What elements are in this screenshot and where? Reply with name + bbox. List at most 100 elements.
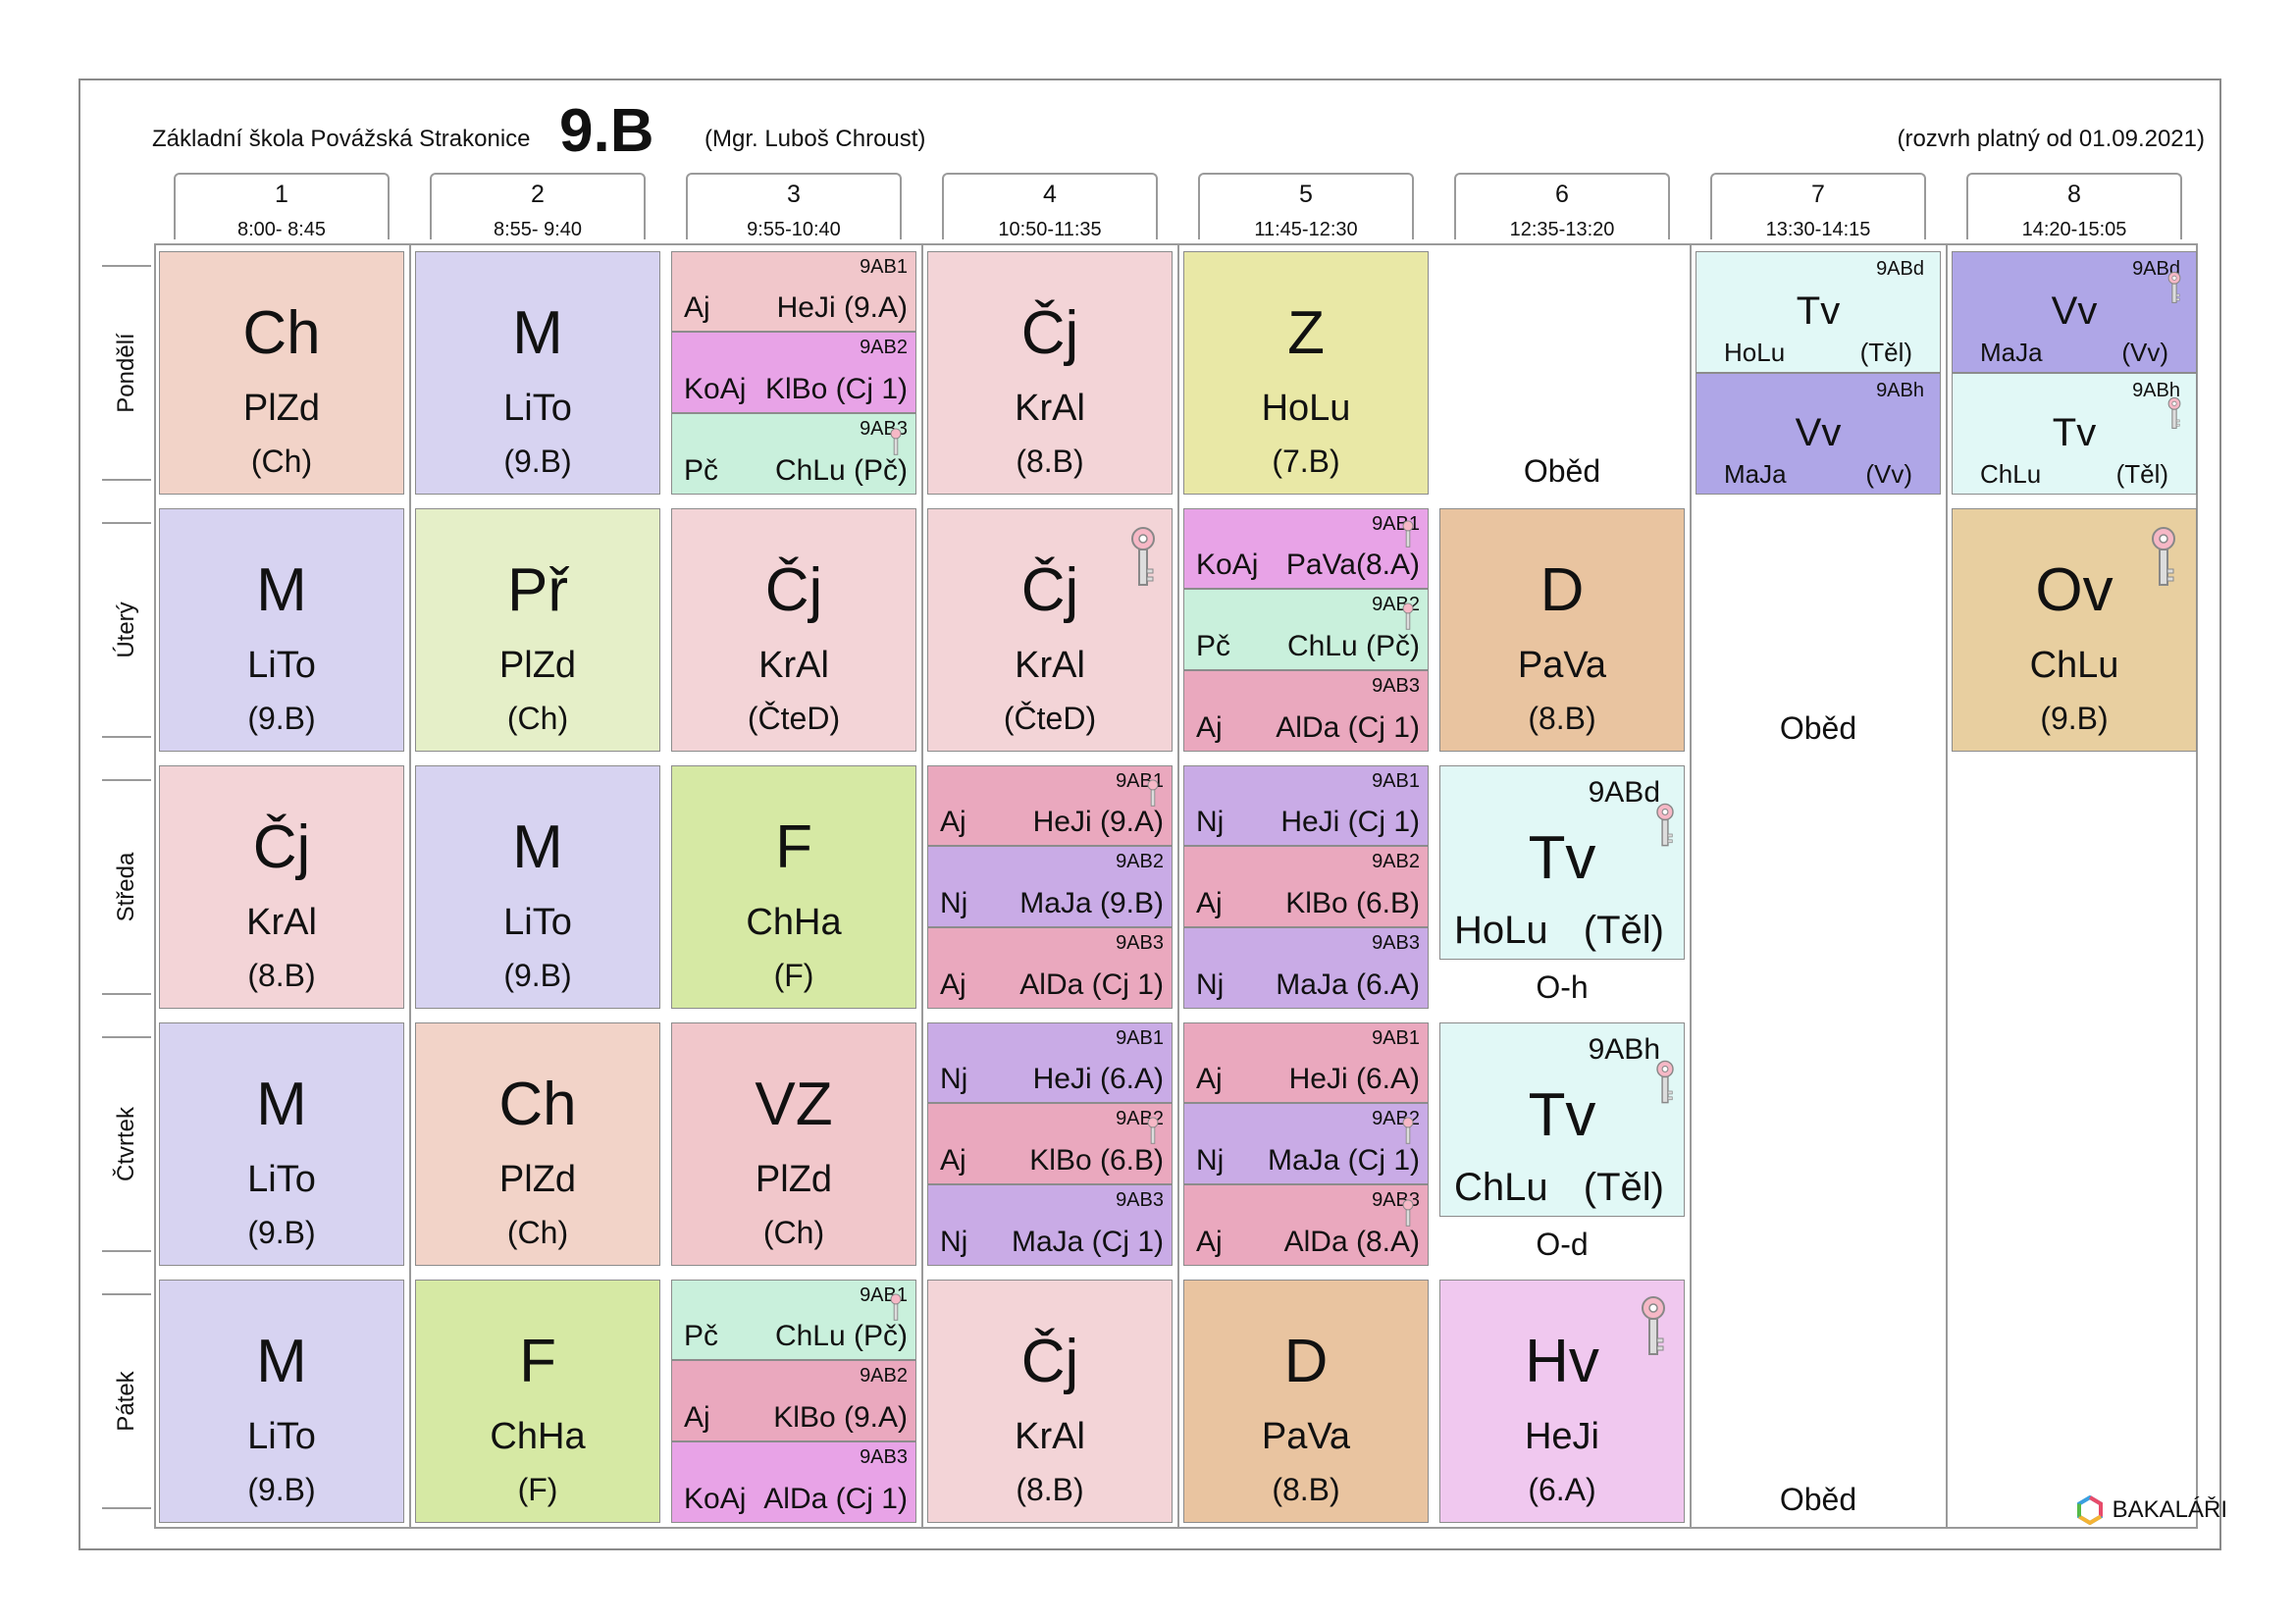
group-lesson-3[interactable]: 9AB3 Nj MaJa (6.A) [1183,927,1429,1009]
group-lesson-2[interactable]: 9AB2 Nj MaJa (Cj 1) [1183,1103,1429,1184]
lesson-cell[interactable]: Hv HeJi (6.A) [1439,1280,1685,1523]
lesson-subject: Hv [1525,1328,1599,1395]
period-number: 6 [1555,181,1569,208]
lesson-cell[interactable]: M LiTo (9.B) [415,251,660,495]
pe-lesson-h[interactable]: 9ABh Tv ChLu (Těl) [1952,373,2197,495]
group-lesson-1[interactable]: 9AB1 Nj HeJi (6.A) [927,1022,1173,1103]
key-icon [890,1293,902,1321]
lesson-room: (Vv) [2121,338,2168,367]
lesson-subject: M [512,813,563,881]
lesson-subject: Aj [1196,1226,1223,1258]
lesson-cell[interactable]: Čj KrAl (8.B) [159,765,404,1009]
lesson-cell[interactable]: M LiTo (9.B) [415,765,660,1009]
lesson-room: (ČteD) [1003,701,1097,736]
lesson-cell[interactable]: M LiTo (9.B) [159,1280,404,1523]
group-lesson-2[interactable]: 9AB2 Aj KlBo (6.B) [1183,846,1429,927]
lesson-subject: M [512,299,563,367]
group-lesson-1[interactable]: 9AB1 Aj HeJi (6.A) [1183,1022,1429,1103]
period-number: 2 [531,181,545,208]
group-lesson-1[interactable]: 9AB1 Aj HeJi (9.A) [927,765,1173,846]
lesson-subject: Nj [940,887,968,919]
lesson-teacher: LiTo [503,388,572,429]
lesson-room: (9.B) [503,444,572,479]
lesson-room: (8.B) [1528,701,1596,736]
group-lesson-3[interactable]: 9AB3 Aj AlDa (Cj 1) [927,927,1173,1009]
lesson-subject: Čj [1020,299,1079,367]
lesson-subject: M [256,556,307,624]
lunch-label: Oběd [1779,1482,1857,1517]
group-lesson-3[interactable]: 9AB3 Nj MaJa (Cj 1) [927,1184,1173,1266]
lesson-teacher: LiTo [503,902,572,943]
day-thursday: Čtvrtek [102,1036,151,1252]
lesson-teacher-room: HeJi (6.A) [1288,1063,1420,1095]
note-label: O-h [1536,969,1589,1005]
lesson-cell[interactable]: Čj KrAl (ČteD) [927,508,1173,752]
lesson-cell[interactable]: Z HoLu (7.B) [1183,251,1429,495]
lesson-room: (Ch) [506,1215,569,1250]
lesson-subject: KoAj [1196,549,1259,581]
key-icon [1656,1060,1674,1104]
lesson-cell[interactable]: D PaVa (8.B) [1183,1280,1429,1523]
group-label: 9AB3 [860,1446,908,1468]
lesson-cell[interactable]: F ChHa (F) [671,765,916,1009]
group-lesson-2[interactable]: 9AB2 Nj MaJa (9.B) [927,846,1173,927]
group-lesson-1[interactable]: 9AB1 Nj HeJi (Cj 1) [1183,765,1429,846]
lesson-cell[interactable]: M LiTo (9.B) [159,508,404,752]
group-lesson-3[interactable]: 9AB3 Aj AlDa (Cj 1) [1183,670,1429,752]
lesson-subject: Aj [940,806,966,838]
lesson-cell[interactable]: Ch PlZd (Ch) [159,251,404,495]
group-lesson-3[interactable]: 9AB3 KoAj AlDa (Cj 1) [671,1441,916,1523]
group-lesson-1[interactable]: 9AB1 Aj HeJi (9.A) [671,251,916,332]
lesson-teacher-room: ChLu (Pč) [774,454,908,487]
key-icon [2167,271,2181,303]
lesson-subject: Tv [1796,289,1841,333]
lesson-teacher-room: AlDa (Cj 1) [1276,711,1420,744]
lesson-teacher-room: AlDa (Cj 1) [1019,969,1164,1001]
lesson-cell[interactable]: Čj KrAl (8.B) [927,1280,1173,1523]
lesson-teacher-room: HeJi (6.A) [1032,1063,1164,1095]
lesson-teacher: HoLu [1261,388,1351,429]
lesson-subject: Aj [1196,1063,1223,1095]
day-label: Středa [113,852,139,922]
column-divider [1946,243,1948,1529]
lesson-cell[interactable]: Čj KrAl (8.B) [927,251,1173,495]
period-time: 13:30-14:15 [1765,219,1871,240]
group-lesson-2[interactable]: 9AB2 Aj KlBo (6.B) [927,1103,1173,1184]
lesson-cell[interactable]: M LiTo (9.B) [159,1022,404,1266]
lesson-cell[interactable]: F ChHa (F) [415,1280,660,1523]
pe-lesson-d[interactable]: 9ABd Tv HoLu (Těl) [1696,251,1941,373]
lesson-room: (8.B) [1272,1472,1340,1507]
group-lesson-2[interactable]: 9AB2 Aj KlBo (9.A) [671,1360,916,1441]
group-lesson-1[interactable]: 9AB1 KoAj PaVa(8.A) [1183,508,1429,589]
lesson-cell[interactable]: Čj KrAl (ČteD) [671,508,916,752]
period-time: 10:50-11:35 [998,219,1102,240]
lesson-subject: F [519,1328,556,1395]
group-lesson-3[interactable]: 9AB3 Aj AlDa (8.A) [1183,1184,1429,1266]
lesson-subject: Nj [1196,806,1225,838]
lesson-subject: Nj [940,1226,968,1258]
day-label: Úterý [113,602,139,658]
lesson-teacher-room: MaJa (6.A) [1276,969,1420,1001]
group-label: 9AB3 [1372,675,1420,697]
day-label: Pátek [113,1371,139,1432]
lesson-teacher-room: MaJa (Cj 1) [1267,1144,1420,1177]
lesson-room: (Těl) [1859,338,1912,367]
pe-lesson[interactable]: 9ABd Tv HoLu (Těl) [1439,765,1685,960]
lesson-cell[interactable]: VZ PlZd (Ch) [671,1022,916,1266]
validity-date: (rozvrh platný od 01.09.2021) [1897,126,2205,152]
art-lesson-d[interactable]: 9ABd Vv MaJa (Vv) [1952,251,2197,373]
art-lesson-h[interactable]: 9ABh Vv MaJa (Vv) [1696,373,1941,495]
pe-lesson[interactable]: 9ABh Tv ChLu (Těl) [1439,1022,1685,1217]
lesson-subject: Čj [1020,556,1079,624]
lesson-cell[interactable]: Ov ChLu (9.B) [1952,508,2197,752]
group-lesson-1[interactable]: 9AB1 Pč ChLu (Pč) [671,1280,916,1360]
group-lesson-2[interactable]: 9AB2 KoAj KlBo (Cj 1) [671,332,916,413]
brand-name: BAKALÁŘI [2112,1496,2227,1523]
lesson-teacher-room: MaJa (Cj 1) [1011,1226,1164,1258]
lesson-cell[interactable]: Př PlZd (Ch) [415,508,660,752]
group-lesson-2[interactable]: 9AB2 Pč ChLu (Pč) [1183,589,1429,670]
group-label: 9AB2 [860,1365,908,1387]
lesson-cell[interactable]: Ch PlZd (Ch) [415,1022,660,1266]
group-lesson-3[interactable]: 9AB3 Pč ChLu (Pč) [671,413,916,495]
lesson-cell[interactable]: D PaVa (8.B) [1439,508,1685,752]
